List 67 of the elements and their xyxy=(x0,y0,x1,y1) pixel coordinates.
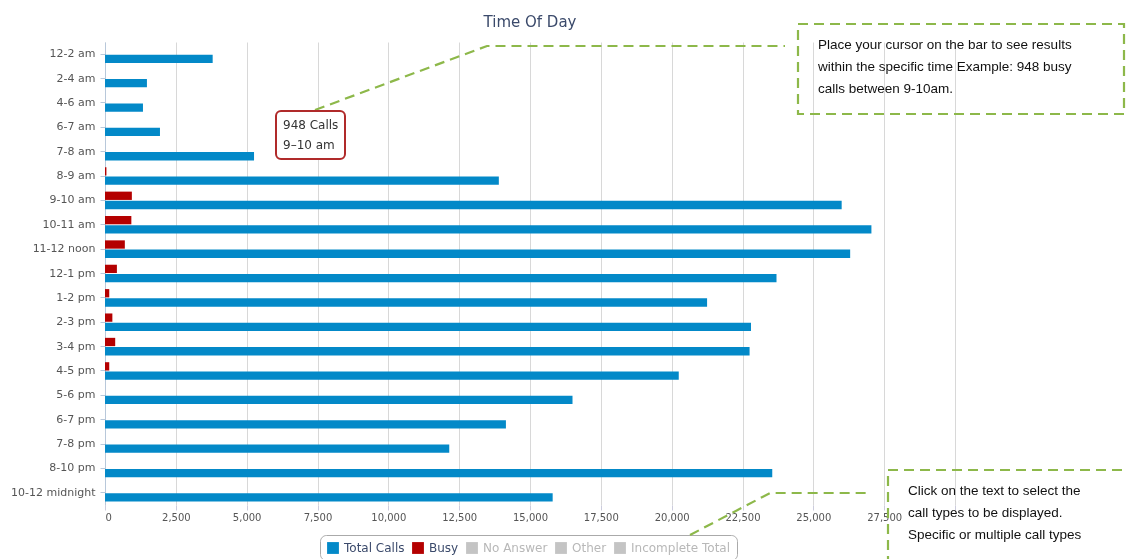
bar xyxy=(105,371,679,380)
annotation: Place your cursor on the bar to see results within the specific time Example: 948 busy calls between 9-10am. xyxy=(818,36,1073,98)
bar xyxy=(105,362,110,371)
x-tick-label: 12,500 xyxy=(442,511,478,523)
bar xyxy=(105,152,255,161)
bar xyxy=(105,273,777,283)
x-tick-label: 2,500 xyxy=(162,511,191,523)
bar xyxy=(105,54,213,63)
x-tick-label: 25,000 xyxy=(796,511,832,523)
y-tick-label: 10-11 am xyxy=(42,217,96,231)
y-tick-label: 12-1 pm xyxy=(49,266,96,280)
y-tick-label: 12-2 am xyxy=(49,47,96,61)
bar xyxy=(105,176,499,185)
y-tick-label: 2-3 pm xyxy=(56,315,96,329)
x-tick-label: 22,500 xyxy=(725,511,761,523)
bar xyxy=(105,420,506,429)
bar xyxy=(105,103,143,112)
y-tick-label: 5-6 pm xyxy=(56,388,96,402)
bar xyxy=(105,444,450,453)
annotation: Click on the text to select the call types to be displayed. Specific or multiple call types xyxy=(908,482,1083,544)
y-tick-label: 2-4 am xyxy=(56,71,96,85)
bar xyxy=(105,249,851,258)
annotation: 948 Calls 9–10 am xyxy=(275,110,347,160)
bar xyxy=(105,313,113,322)
x-tick-label: 27,500 xyxy=(867,511,903,523)
bar xyxy=(105,395,573,405)
bar xyxy=(105,240,125,249)
y-tick-label: 8-10 pm xyxy=(49,461,96,475)
bar xyxy=(105,322,751,332)
legend-label: Incomplete Total xyxy=(631,541,731,555)
x-tick-label: 0 xyxy=(105,511,112,523)
bar xyxy=(105,79,147,88)
bar xyxy=(105,347,750,356)
bar xyxy=(105,225,872,234)
bar xyxy=(105,127,160,137)
bar xyxy=(105,264,117,274)
y-tick-label: 8-9 am xyxy=(56,169,96,183)
bar xyxy=(105,468,773,478)
x-tick-label: 17,500 xyxy=(583,511,619,523)
y-tick-label: 10-12 midnight xyxy=(10,485,97,499)
legend-label: No Answer xyxy=(483,541,548,555)
y-tick-label: 4-5 pm xyxy=(56,363,96,377)
legend-label: Total Calls xyxy=(343,541,405,555)
y-tick-label: 6-7 am xyxy=(56,120,96,134)
y-tick-label: 1-2 pm xyxy=(56,290,96,304)
x-tick-label: 7,500 xyxy=(303,511,333,523)
y-tick-label: 3-4 pm xyxy=(56,339,96,353)
y-tick-label: 11-12 noon xyxy=(32,242,96,256)
bar xyxy=(105,337,116,347)
x-tick-label: 15,000 xyxy=(513,511,548,523)
y-tick-label: 6-7 pm xyxy=(56,412,96,426)
y-tick-label: 9-10 am xyxy=(49,193,96,207)
y-tick-label: 4-6 am xyxy=(56,95,96,109)
chart-title: Time Of Day xyxy=(482,13,577,31)
bar xyxy=(105,215,132,225)
x-tick-label: 20,000 xyxy=(654,511,690,523)
x-tick-label: 10,000 xyxy=(371,511,407,523)
y-tick-label: 7-8 pm xyxy=(56,437,96,451)
bar xyxy=(105,289,110,298)
x-tick-label: 5,000 xyxy=(232,511,262,523)
bar xyxy=(105,298,708,307)
y-tick-label: 7-8 am xyxy=(56,144,96,158)
legend-label: Busy xyxy=(429,541,459,555)
legend-label: Other xyxy=(572,541,607,555)
bar xyxy=(105,200,842,210)
bar xyxy=(105,493,553,502)
bar xyxy=(105,191,132,200)
